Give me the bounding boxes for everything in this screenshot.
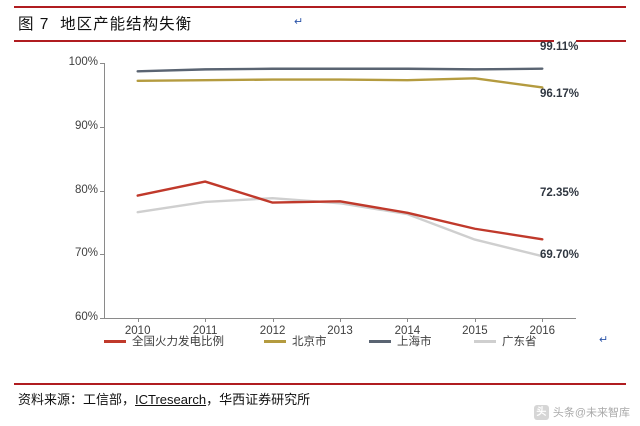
y-tick-mark — [100, 254, 104, 256]
x-tick-mark — [137, 318, 139, 322]
series-line-national — [136, 180, 544, 241]
source-link[interactable]: ICTresearch — [135, 392, 207, 407]
y-tick-label: 70% — [74, 247, 98, 260]
watermark-badge-icon: 头 — [533, 404, 549, 420]
title-bottom-divider — [14, 40, 626, 42]
watermark: 头 头条@未来智库 — [533, 404, 630, 420]
title-pilcrow-icon: ↵ — [294, 16, 304, 28]
x-tick-label: 2012 — [259, 325, 286, 337]
figure-title-row: 图 7 地区产能结构失衡 ↵ — [14, 10, 626, 38]
legend-swatch-shanghai — [369, 340, 391, 343]
y-tick-mark — [100, 318, 104, 319]
legend-label-guangdong: 广东省 — [502, 336, 537, 348]
y-axis-line — [104, 63, 105, 318]
legend-swatch-guangdong — [474, 340, 496, 343]
x-tick-label: 2015 — [462, 325, 488, 337]
figure-label: 图 7 — [18, 16, 50, 33]
chart-plot-area: 100% 90% 80% 70% 60% 2010 2011 2012 2013… — [69, 41, 580, 337]
data-label-national: 72.35% — [540, 187, 580, 199]
x-tick-mark — [272, 318, 274, 322]
y-tick-mark — [100, 126, 104, 128]
series-line-shanghai — [136, 67, 544, 73]
x-tick-label: 2016 — [529, 325, 556, 337]
source-divider — [14, 383, 626, 385]
legend-swatch-national — [104, 340, 126, 343]
x-tick-label: 2010 — [124, 325, 151, 337]
figure-title: 图 7 地区产能结构失衡 — [18, 12, 192, 34]
chart-series-layer — [136, 67, 544, 258]
x-tick-mark — [205, 318, 207, 322]
x-tick-mark — [474, 318, 476, 322]
y-tick-mark — [100, 63, 104, 64]
legend-label-national: 全国火力发电比例 — [132, 336, 224, 348]
series-line-guangdong — [136, 196, 544, 258]
source-suffix: ，华西证券研究所 — [206, 392, 311, 407]
title-top-divider — [14, 6, 626, 8]
legend-label-beijing: 北京市 — [292, 336, 327, 348]
x-tick-label: 2013 — [327, 325, 353, 337]
data-label-guangdong: 69.70% — [540, 249, 580, 261]
chart-legend: 全国火力发电比例 北京市 上海市 广东省 ↵ — [104, 332, 608, 352]
y-tick-label: 100% — [68, 56, 98, 68]
series-line-beijing — [136, 77, 544, 89]
figure-title-text: 地区产能结构失衡 — [60, 16, 193, 33]
x-tick-label: 2014 — [394, 325, 421, 337]
legend-pilcrow-icon: ↵ — [599, 334, 609, 346]
x-tick-mark — [340, 318, 341, 322]
x-tick-label: 2011 — [192, 325, 218, 337]
legend-label-shanghai: 上海市 — [397, 336, 432, 348]
data-label-shanghai: 99.11% — [540, 41, 579, 53]
data-label-beijing: 96.17% — [540, 88, 580, 100]
x-tick-mark — [407, 318, 409, 322]
source-prefix: 资料来源：工信部， — [18, 392, 136, 407]
y-tick-label: 80% — [74, 183, 98, 196]
y-tick-label: 60% — [74, 311, 98, 323]
source-note: 资料来源：工信部，ICTresearch，华西证券研究所 — [18, 389, 310, 408]
y-tick-mark — [100, 190, 104, 192]
legend-swatch-beijing — [264, 340, 286, 343]
watermark-text: 头条@未来智库 — [552, 407, 630, 419]
x-tick-mark — [542, 318, 544, 322]
y-tick-label: 90% — [74, 119, 98, 132]
